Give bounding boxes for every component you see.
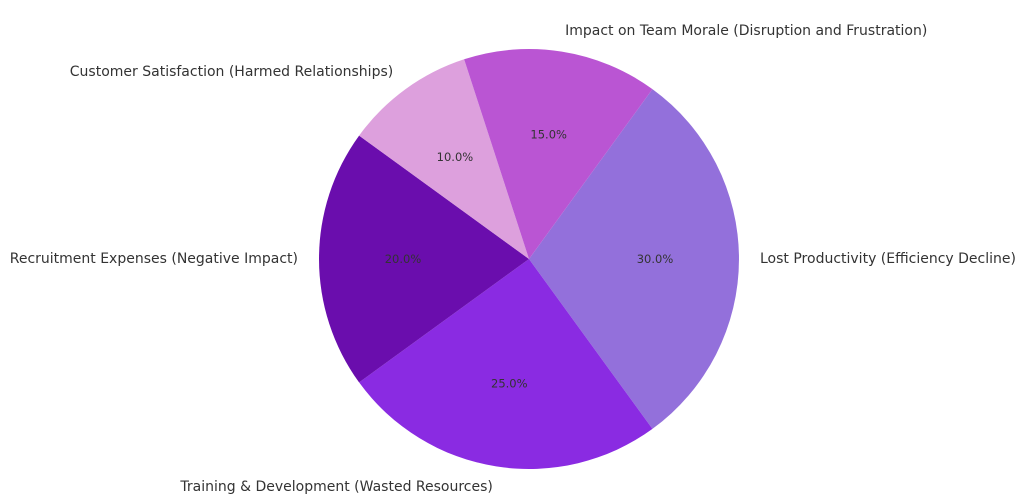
slice-category-label: Impact on Team Morale (Disruption and Fr… <box>565 23 927 39</box>
slice-percentage-label: 25.0% <box>491 376 528 390</box>
pie-slice-recruitment-expenses-negative-impact <box>319 135 529 383</box>
slice-category-label: Recruitment Expenses (Negative Impact) <box>10 251 298 267</box>
pie-slice-training-development-wasted-resources <box>359 259 653 469</box>
pie-slice-impact-on-team-morale-disruption-and-frustration <box>464 49 653 260</box>
slice-category-label: Training & Development (Wasted Resources… <box>179 479 492 495</box>
slice-category-label: Lost Productivity (Efficiency Decline) <box>760 251 1016 267</box>
slice-percentage-label: 10.0% <box>437 150 474 164</box>
slice-category-label: Customer Satisfaction (Harmed Relationsh… <box>70 64 393 80</box>
pie-slice-lost-productivity-efficiency-decline <box>529 89 739 429</box>
slice-percentage-label: 15.0% <box>530 128 567 142</box>
slice-percentage-label: 20.0% <box>385 252 422 266</box>
pie-slices <box>319 49 739 469</box>
pie-slice-customer-satisfaction-harmed-relationships <box>359 59 529 259</box>
slice-percentage-label: 30.0% <box>637 252 674 266</box>
percentage-labels: 30.0% 25.0% 20.0% 10.0% 15.0% <box>385 128 674 391</box>
category-labels: Lost Productivity (Efficiency Decline) Tr… <box>10 23 1016 495</box>
